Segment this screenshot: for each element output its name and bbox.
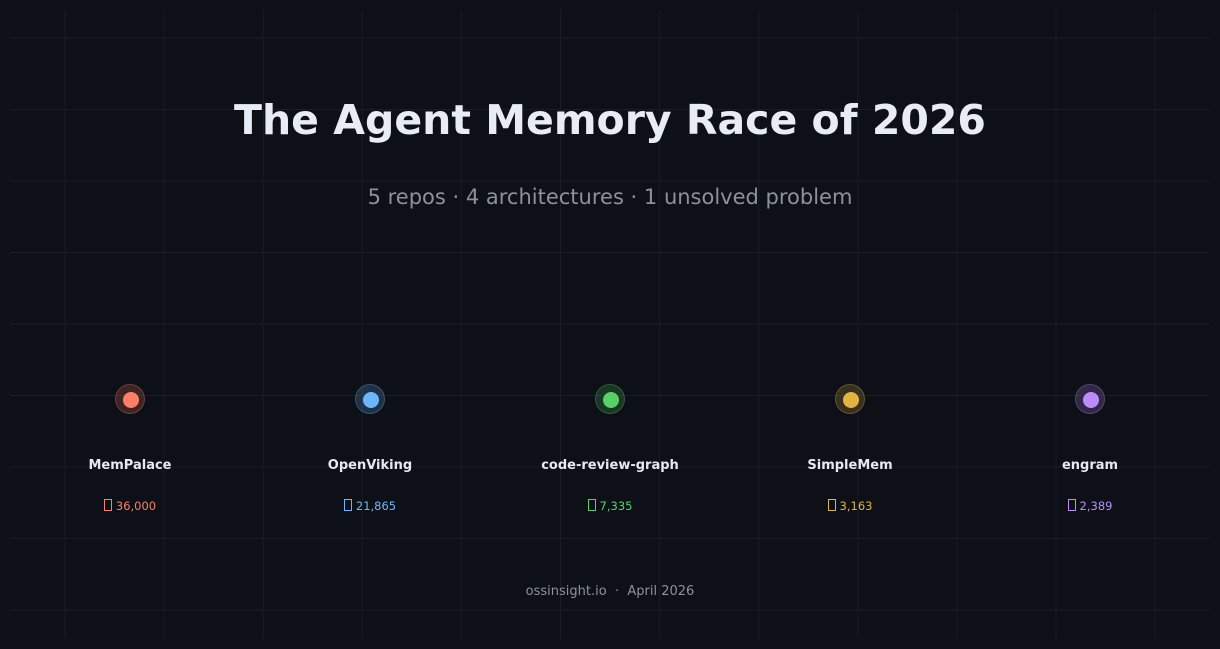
repo-item: engram 2,389 bbox=[970, 384, 1210, 513]
footer-source: ossinsight.io bbox=[525, 584, 607, 599]
star-icon bbox=[1067, 499, 1076, 511]
repo-star-count: 3,163 bbox=[839, 499, 873, 513]
repo-marker-icon bbox=[835, 384, 865, 414]
star-icon bbox=[103, 499, 112, 511]
repo-name: MemPalace bbox=[88, 458, 172, 473]
star-icon bbox=[827, 499, 836, 511]
repo-star-count: 7,335 bbox=[599, 499, 633, 513]
repo-item: code-review-graph 7,335 bbox=[490, 384, 730, 513]
footer: ossinsight.io · April 2026 bbox=[0, 584, 1220, 599]
star-icon bbox=[587, 499, 596, 511]
repo-star-count: 21,865 bbox=[355, 499, 397, 513]
repo-marker-icon bbox=[1075, 384, 1105, 414]
repo-stars: 3,163 bbox=[730, 499, 970, 513]
repo-item: SimpleMem 3,163 bbox=[730, 384, 970, 513]
repo-marker-icon bbox=[595, 384, 625, 414]
repo-marker-icon bbox=[115, 384, 145, 414]
footer-separator: · bbox=[614, 584, 620, 599]
repo-stars: 36,000 bbox=[10, 499, 250, 513]
repo-item: MemPalace 36,000 bbox=[10, 384, 250, 513]
repo-name: code-review-graph bbox=[541, 458, 679, 473]
star-icon bbox=[343, 499, 352, 511]
repo-stars: 7,335 bbox=[490, 499, 730, 513]
repo-stars: 2,389 bbox=[970, 499, 1210, 513]
repo-marker-icon bbox=[355, 384, 385, 414]
repo-name: engram bbox=[1061, 458, 1119, 473]
repo-name: SimpleMem bbox=[807, 458, 893, 473]
page-title: The Agent Memory Race of 2026 bbox=[234, 96, 986, 144]
repo-name: OpenViking bbox=[327, 458, 413, 473]
repo-stars: 21,865 bbox=[250, 499, 490, 513]
repo-item: OpenViking 21,865 bbox=[250, 384, 490, 513]
repo-star-count: 2,389 bbox=[1079, 499, 1113, 513]
footer-date: April 2026 bbox=[627, 584, 695, 599]
page-subtitle: 5 repos · 4 architectures · 1 unsolved p… bbox=[367, 185, 853, 209]
repo-star-count: 36,000 bbox=[115, 499, 157, 513]
